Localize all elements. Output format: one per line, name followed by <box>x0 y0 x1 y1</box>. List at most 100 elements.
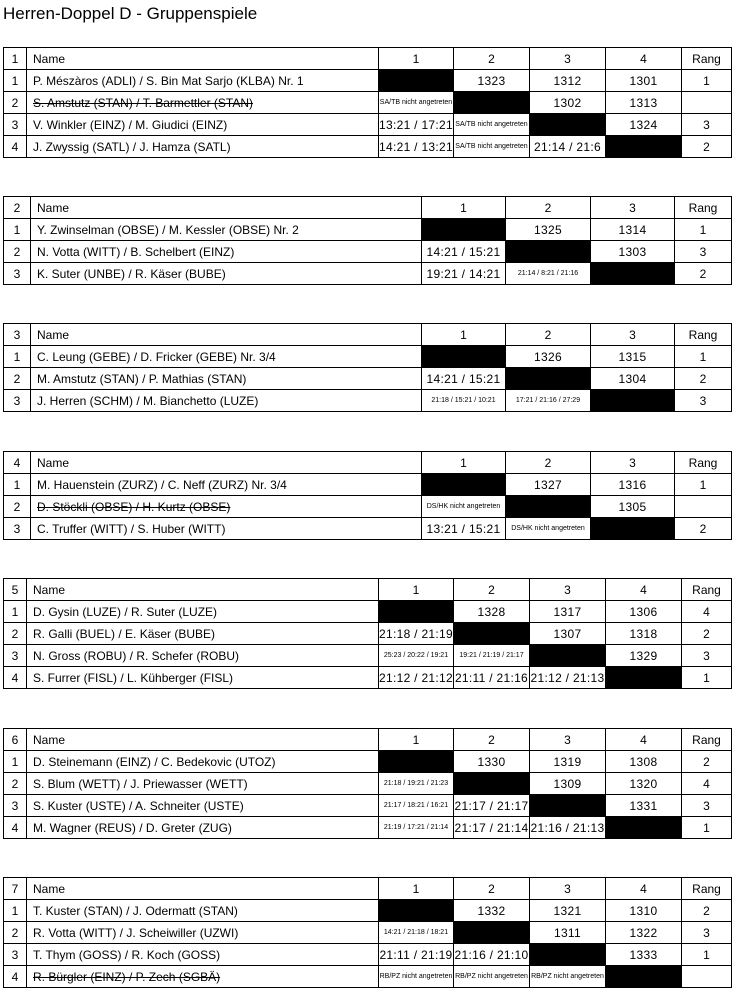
match-result: 21:11 / 21:16 <box>453 666 530 689</box>
team-name: S. Amstutz (STAN) / T. Barmettler (STAN) <box>26 91 379 114</box>
team-name-text: N. Votta (WITT) / B. Schelbert (EINZ) <box>37 244 235 259</box>
column-header: 2 <box>453 877 530 900</box>
table-row: 3 C. Truffer (WITT) / S. Huber (WITT) 13:2… <box>3 517 732 540</box>
header-row: 3 Name 1 2 3 Rang <box>3 323 732 346</box>
self-match-cell <box>453 772 530 795</box>
rang-header: Rang <box>681 47 732 70</box>
self-match-cell <box>505 240 591 263</box>
match-number: 1325 <box>505 218 591 241</box>
match-number: 1329 <box>605 644 682 667</box>
team-name: T. Kuster (STAN) / J. Odermatt (STAN) <box>26 899 379 922</box>
team-name-text: S. Blum (WETT) / J. Priewasser (WETT) <box>33 776 248 791</box>
team-name: T. Thym (GOSS) / R. Koch (GOSS) <box>26 943 379 966</box>
group-table-5: 5 Name 1 2 3 4 Rang 1 D. Gysin (LUZE) / R. Suter… <box>3 578 732 689</box>
match-result: 14:21 / 15:21 <box>421 240 506 263</box>
header-row: 4 Name 1 2 3 Rang <box>3 451 732 474</box>
row-number: 4 <box>3 135 27 158</box>
rang-cell <box>674 495 732 518</box>
row-number: 4 <box>3 965 27 988</box>
team-name-text: J. Zwyssig (SATL) / J. Hamza (SATL) <box>33 139 231 154</box>
team-name: J. Herren (SCHM) / M. Bianchetto (LUZE) <box>30 389 422 412</box>
team-name-text: M. Hauenstein (ZURZ) / C. Neff (ZURZ) Nr… <box>37 477 287 492</box>
table-row: 4 J. Zwyssig (SATL) / J. Hamza (SATL) 14:2… <box>3 135 732 158</box>
column-header: 3 <box>590 323 675 346</box>
group-number: 3 <box>3 323 31 346</box>
team-name-text: S. Kuster (USTE) / A. Schneiter (USTE) <box>33 798 244 813</box>
self-match-cell <box>453 622 530 645</box>
match-number: 1305 <box>590 495 675 518</box>
rang-cell: 4 <box>681 772 732 795</box>
match-number: 1309 <box>529 772 606 795</box>
team-name: C. Leung (GEBE) / D. Fricker (GEBE) Nr. … <box>30 345 422 368</box>
team-name-text: R. Bürgler (EINZ) / P. Zech (SGBÄ) <box>33 969 221 984</box>
rang-header: Rang <box>674 451 732 474</box>
self-match-cell <box>505 495 591 518</box>
table-row: 4 R. Bürgler (EINZ) / P. Zech (SGBÄ) RB/PZ… <box>3 965 732 988</box>
row-number: 1 <box>3 600 27 623</box>
column-header: 2 <box>453 728 530 751</box>
match-number: 1306 <box>605 600 682 623</box>
match-number: 1319 <box>529 750 606 773</box>
match-result: 21:18 / 15:21 / 10:21 <box>421 389 506 412</box>
rang-cell: 2 <box>681 622 732 645</box>
self-match-cell <box>605 135 682 158</box>
match-result: 21:16 / 21:10 <box>453 943 530 966</box>
table-row: 2 N. Votta (WITT) / B. Schelbert (EINZ) 14… <box>3 240 732 263</box>
match-number: 1307 <box>529 622 606 645</box>
match-number: 1331 <box>605 794 682 817</box>
header-row: 7 Name 1 2 3 4 Rang <box>3 877 732 900</box>
team-name-text: D. Steinemann (EINZ) / C. Bedekovic (UTO… <box>33 754 276 769</box>
self-match-cell <box>529 943 606 966</box>
team-name: R. Bürgler (EINZ) / P. Zech (SGBÄ) <box>26 965 379 988</box>
match-result: 14:21 / 15:21 <box>421 367 506 390</box>
rang-cell: 4 <box>681 600 732 623</box>
team-name-text: J. Herren (SCHM) / M. Bianchetto (LUZE) <box>37 393 259 408</box>
team-name: S. Blum (WETT) / J. Priewasser (WETT) <box>26 772 379 795</box>
match-result: 19:21 / 21:19 / 21:17 <box>453 644 530 667</box>
team-name-text: D. Stöckli (OBSE) / H. Kurtz (OBSE) <box>37 499 231 514</box>
team-name-text: M. Wagner (REUS) / D. Greter (ZUG) <box>33 820 232 835</box>
team-name-text: M. Amstutz (STAN) / P. Mathias (STAN) <box>37 371 247 386</box>
row-number: 3 <box>3 794 27 817</box>
match-number: 1302 <box>529 91 606 114</box>
self-match-cell <box>378 899 454 922</box>
match-number: 1313 <box>605 91 682 114</box>
match-result: 21:14 / 8:21 / 21:16 <box>505 262 591 285</box>
match-number: 1318 <box>605 622 682 645</box>
match-result: 21:12 / 21:13 <box>529 666 606 689</box>
rang-cell: 3 <box>681 113 732 136</box>
team-name: S. Furrer (FISL) / L. Kühberger (FISL) <box>26 666 379 689</box>
match-result: SA/TB nicht angetreten <box>453 135 530 158</box>
rang-cell: 1 <box>681 69 732 92</box>
header-row: 1 Name 1 2 3 4 Rang <box>3 47 732 70</box>
table-row: 2 S. Blum (WETT) / J. Priewasser (WETT) 21… <box>3 772 732 795</box>
team-name: R. Galli (BUEL) / E. Käser (BUBE) <box>26 622 379 645</box>
rang-header: Rang <box>674 323 732 346</box>
self-match-cell <box>378 69 454 92</box>
row-number: 1 <box>3 899 27 922</box>
team-name: J. Zwyssig (SATL) / J. Hamza (SATL) <box>26 135 379 158</box>
match-result: SA/TB nicht angetreten <box>453 113 530 136</box>
match-number: 1310 <box>605 899 682 922</box>
team-name-text: S. Amstutz (STAN) / T. Barmettler (STAN) <box>33 95 254 110</box>
self-match-cell <box>421 473 506 496</box>
match-number: 1301 <box>605 69 682 92</box>
self-match-cell <box>605 965 682 988</box>
team-name: R. Votta (WITT) / J. Scheiwiller (UZWI) <box>26 921 379 944</box>
table-row: 3 T. Thym (GOSS) / R. Koch (GOSS) 21:11 / … <box>3 943 732 966</box>
header-row: 6 Name 1 2 3 4 Rang <box>3 728 732 751</box>
column-header: 1 <box>378 578 454 601</box>
column-header: 3 <box>529 877 606 900</box>
column-header: 4 <box>605 877 682 900</box>
row-number: 3 <box>3 113 27 136</box>
column-header: 1 <box>378 728 454 751</box>
match-result: 21:17 / 18:21 / 16:21 <box>378 794 454 817</box>
match-result: 21:16 / 21:13 <box>529 816 606 839</box>
column-header: 2 <box>505 451 591 474</box>
name-header: Name <box>26 877 379 900</box>
match-result: 13:21 / 17:21 <box>378 113 454 136</box>
table-row: 2 R. Galli (BUEL) / E. Käser (BUBE) 21:18 … <box>3 622 732 645</box>
table-row: 4 M. Wagner (REUS) / D. Greter (ZUG) 21:19… <box>3 816 732 839</box>
rang-cell: 3 <box>681 644 732 667</box>
team-name-text: N. Gross (ROBU) / R. Schefer (ROBU) <box>33 648 240 663</box>
